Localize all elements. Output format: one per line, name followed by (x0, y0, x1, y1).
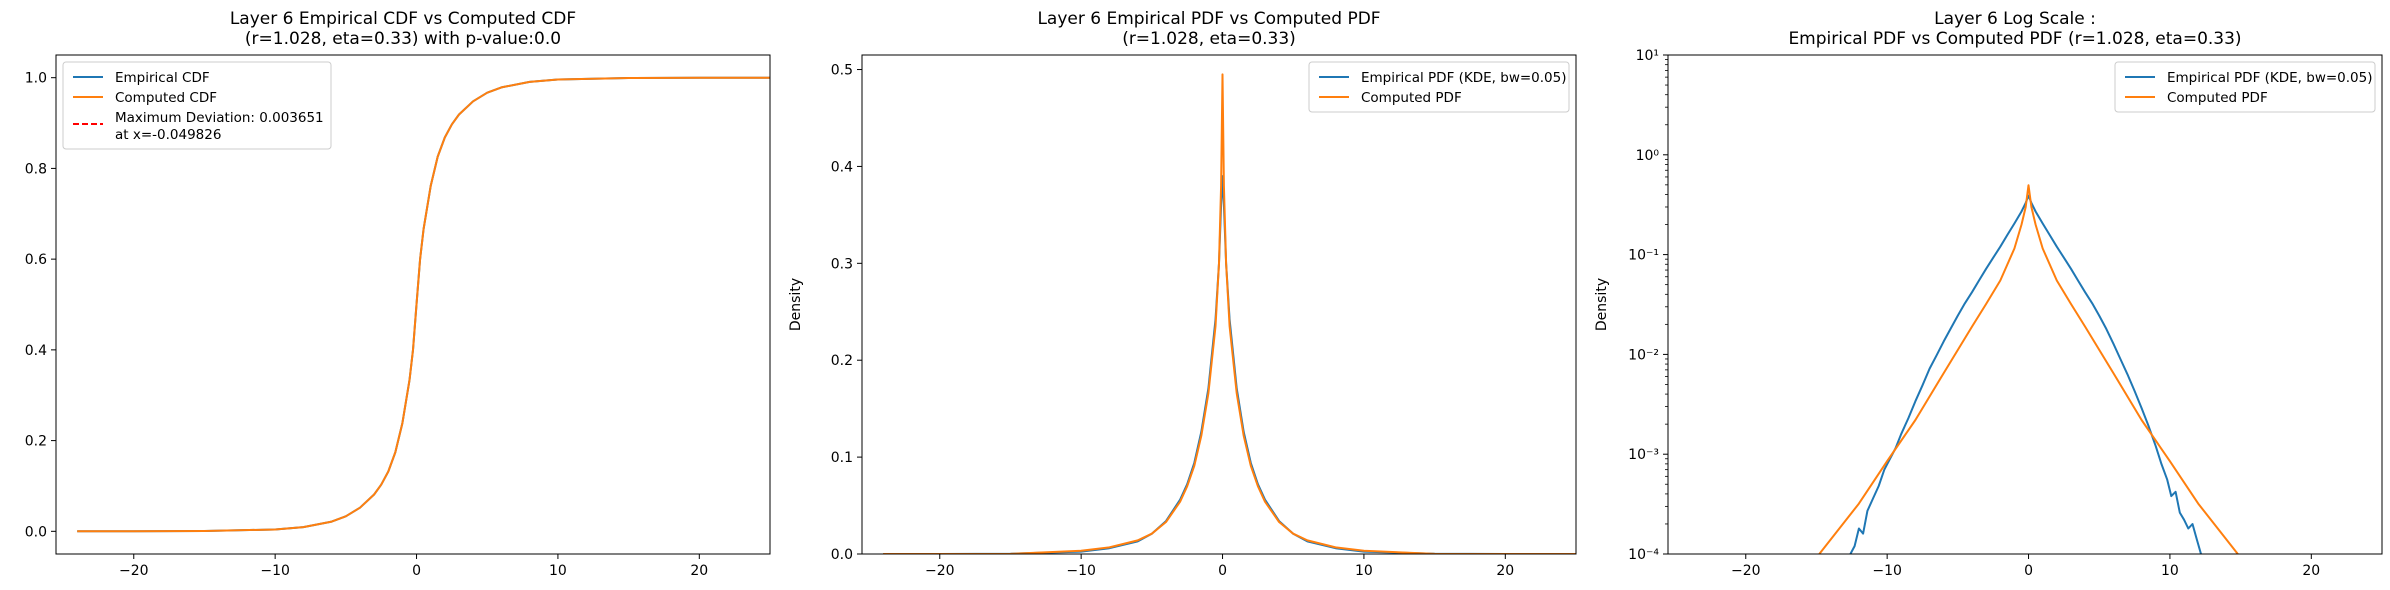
y-tick-label: 0.5 (831, 63, 853, 79)
legend: Empirical PDF (KDE, bw=0.05) Computed PDF (1308, 61, 1570, 113)
legend-label: Empirical CDF (115, 70, 210, 86)
legend-box (62, 61, 332, 150)
chart-title-line-2: Empirical PDF vs Computed PDF (r=1.028, … (1788, 29, 2241, 49)
y-tick-label: 10⁻⁴ (1628, 547, 1659, 563)
x-tick-label: −10 (1066, 563, 1096, 579)
legend-box (1308, 61, 1570, 113)
x-tick-label: 10 (1355, 563, 1373, 579)
legend-label: Computed PDF (1361, 90, 1462, 106)
legend-label: Empirical PDF (KDE, bw=0.05) (1361, 70, 1567, 86)
chart-title-line-1: Layer 6 Empirical PDF vs Computed PDF (1037, 9, 1380, 29)
chart-title-line-2: (r=1.028, eta=0.33) with p-value:0.0 (245, 29, 561, 49)
y-tick-label: 1.0 (25, 71, 47, 87)
y-tick-label: 0.3 (831, 256, 853, 272)
y-tick-label: 0.8 (25, 161, 47, 177)
axes-frame (55, 54, 771, 555)
x-tick-label: 10 (549, 563, 567, 579)
series-line-computed (77, 76, 770, 533)
x-tick-label: 20 (690, 563, 708, 579)
panel-cdf: Layer 6 Empirical CDF vs Computed CDF (r… (25, 9, 771, 579)
legend-label: Empirical PDF (KDE, bw=0.05) (2167, 70, 2373, 86)
y-tick-label: 0.0 (831, 547, 853, 563)
y-axis-label: Density (1594, 278, 1610, 331)
panel-log-pdf: Layer 6 Log Scale : Empirical PDF vs Com… (1594, 9, 2383, 579)
chart-title-line-2: (r=1.028, eta=0.33) (1122, 29, 1296, 49)
y-tick-label: 10⁻² (1628, 347, 1659, 363)
series-line-computed (883, 73, 1576, 554)
axes-frame (861, 54, 1577, 555)
series-group (1818, 184, 2239, 554)
x-tick-label: 20 (1496, 563, 1514, 579)
x-tick-label: 0 (412, 563, 421, 579)
series-line-empirical (1849, 194, 2202, 554)
legend: Empirical CDF Computed CDF Maximum Deviati… (62, 61, 332, 150)
series-line-computed (1818, 184, 2239, 554)
axes-frame (1667, 54, 2383, 555)
legend-label: Computed PDF (2167, 90, 2268, 106)
x-tick-label: −20 (119, 563, 149, 579)
series-line-empirical (883, 175, 1576, 554)
x-tick-label: 0 (2024, 563, 2033, 579)
y-tick-label: 0.6 (25, 252, 47, 268)
y-tick-label: 10⁰ (1636, 148, 1660, 164)
legend: Empirical PDF (KDE, bw=0.05) Computed PDF (2114, 61, 2376, 113)
y-tick-label: 0.4 (25, 343, 47, 359)
x-tick-label: −10 (260, 563, 290, 579)
y-tick-label: 10¹ (1636, 48, 1659, 64)
x-tick-label: −10 (1872, 563, 1902, 579)
y-tick-label: 0.2 (831, 353, 853, 369)
chart-title-line-1: Layer 6 Empirical CDF vs Computed CDF (230, 9, 576, 29)
x-tick-label: 0 (1218, 563, 1227, 579)
chart-title-line-1: Layer 6 Log Scale : (1934, 9, 2096, 29)
series-group (77, 76, 770, 533)
y-tick-label: 0.0 (25, 524, 47, 540)
panel-pdf: Layer 6 Empirical PDF vs Computed PDF (r… (788, 9, 1577, 579)
legend-label: Computed CDF (115, 90, 217, 106)
y-tick-label: 0.2 (25, 434, 47, 450)
x-tick-label: −20 (925, 563, 955, 579)
x-tick-label: 20 (2302, 563, 2320, 579)
y-tick-label: 10⁻³ (1628, 447, 1659, 463)
legend-box (2114, 61, 2376, 113)
legend-label: Maximum Deviation: 0.003651 (115, 110, 324, 126)
y-tick-label: 0.4 (831, 159, 853, 175)
legend-label: at x=-0.049826 (115, 127, 221, 143)
x-tick-label: −20 (1731, 563, 1761, 579)
y-tick-label: 0.1 (831, 450, 853, 466)
x-tick-label: 10 (2161, 563, 2179, 579)
y-tick-label: 10⁻¹ (1628, 248, 1659, 264)
series-group (883, 73, 1576, 554)
y-axis-label: Density (788, 278, 804, 331)
